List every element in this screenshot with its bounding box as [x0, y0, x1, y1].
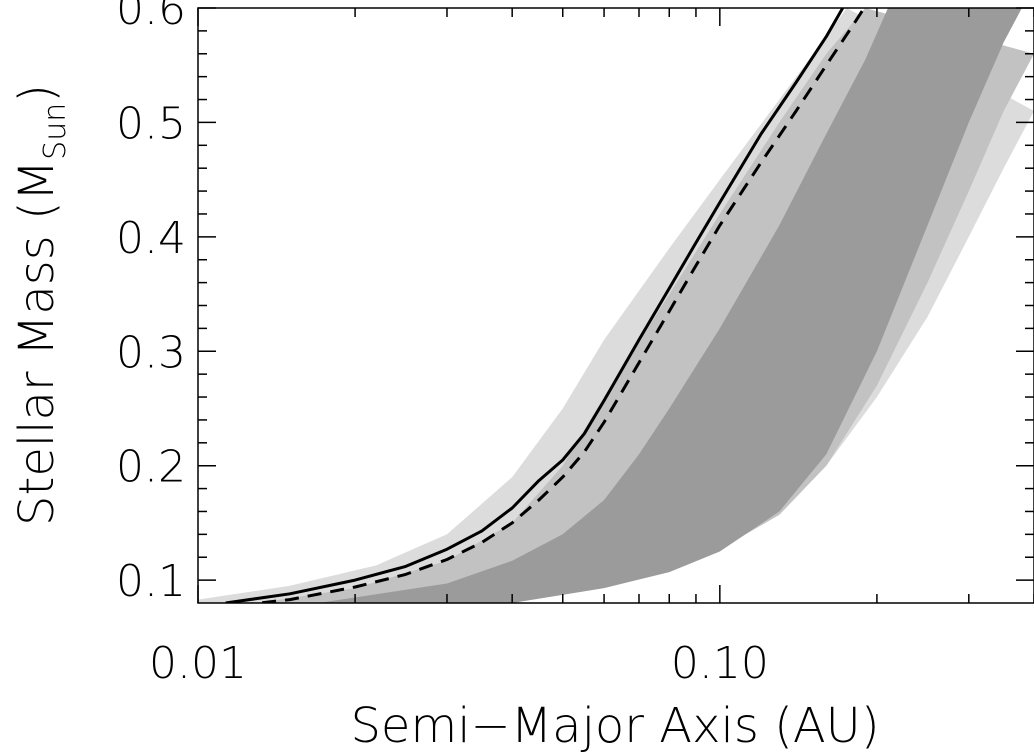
- x-tick-label: 0.10: [671, 638, 769, 689]
- x-tick-labels: 0.01 0.10: [149, 638, 769, 689]
- inner-band: [318, 8, 1022, 603]
- y-tick-label: 0.2: [116, 442, 186, 493]
- y-tick-label: 0.6: [116, 0, 186, 35]
- y-tick-label: 0.1: [116, 556, 186, 607]
- model-lines: [225, 8, 866, 603]
- plot-area: [198, 8, 1034, 603]
- solid-line: [225, 8, 845, 603]
- y-tick-labels: 0.1 0.2 0.3 0.4 0.5 0.6: [116, 0, 186, 607]
- y-axis-title-main: Stellar Mass (M: [9, 160, 65, 526]
- y-axis-title-subscript: Sun: [38, 103, 73, 160]
- plot-frame: [197, 7, 1034, 604]
- y-tick-label: 0.3: [116, 327, 186, 378]
- y-axis-title-close: ): [9, 84, 65, 103]
- y-axis-title: Stellar Mass (MSun): [9, 84, 73, 526]
- x-axis-title: Semi−Major Axis (AU): [350, 698, 879, 754]
- y-tick-label: 0.5: [116, 98, 186, 149]
- confidence-bands: [198, 8, 1034, 603]
- y-tick-label: 0.4: [116, 213, 186, 264]
- x-tick-label: 0.01: [149, 638, 247, 689]
